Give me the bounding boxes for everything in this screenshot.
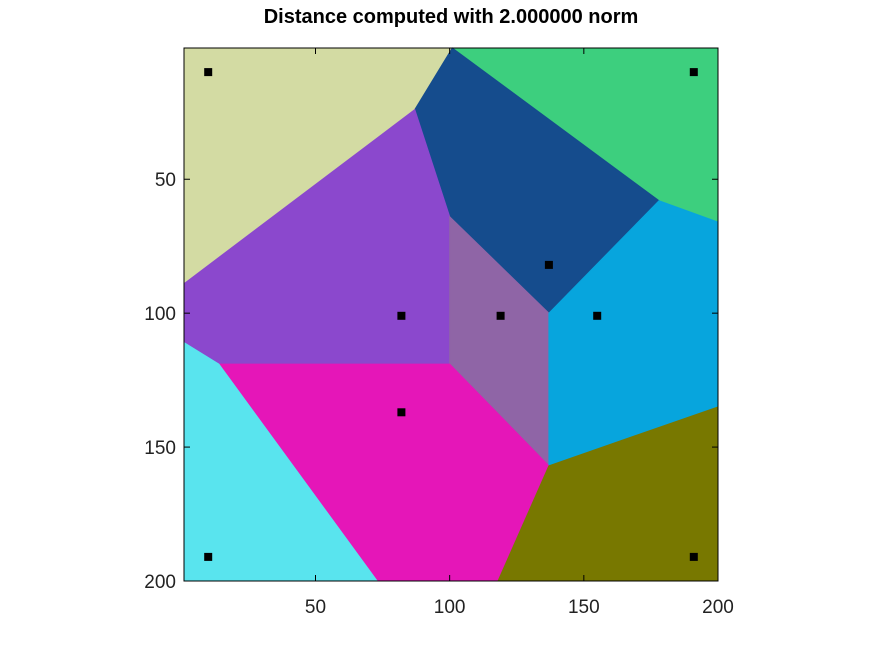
y-tick-label: 150 <box>144 438 176 459</box>
chart-title: Distance computed with 2.000000 norm <box>264 6 639 28</box>
plot-frame <box>183 47 719 582</box>
x-tick-label: 100 <box>434 597 466 618</box>
seed-point-8 <box>689 552 698 561</box>
seed-point-4 <box>496 311 505 320</box>
x-axis-ticks: 50 100 150 200 <box>305 48 734 618</box>
seed-point-3 <box>397 311 406 320</box>
y-tick-label: 200 <box>144 572 176 593</box>
y-tick-label: 50 <box>155 170 176 191</box>
x-tick-label: 200 <box>702 597 734 618</box>
y-tick-label: 100 <box>144 304 176 325</box>
seeds-layer <box>204 68 698 561</box>
seed-point-0 <box>204 68 213 77</box>
x-tick-label: 50 <box>305 597 326 618</box>
seed-point-6 <box>397 408 406 417</box>
seed-point-2 <box>544 260 553 269</box>
seed-point-1 <box>689 68 698 77</box>
y-axis-ticks: 50 100 150 200 <box>144 170 718 593</box>
x-tick-label: 150 <box>568 597 600 618</box>
regions-layer <box>183 47 719 582</box>
seed-point-5 <box>593 311 602 320</box>
seed-point-7 <box>204 552 213 561</box>
